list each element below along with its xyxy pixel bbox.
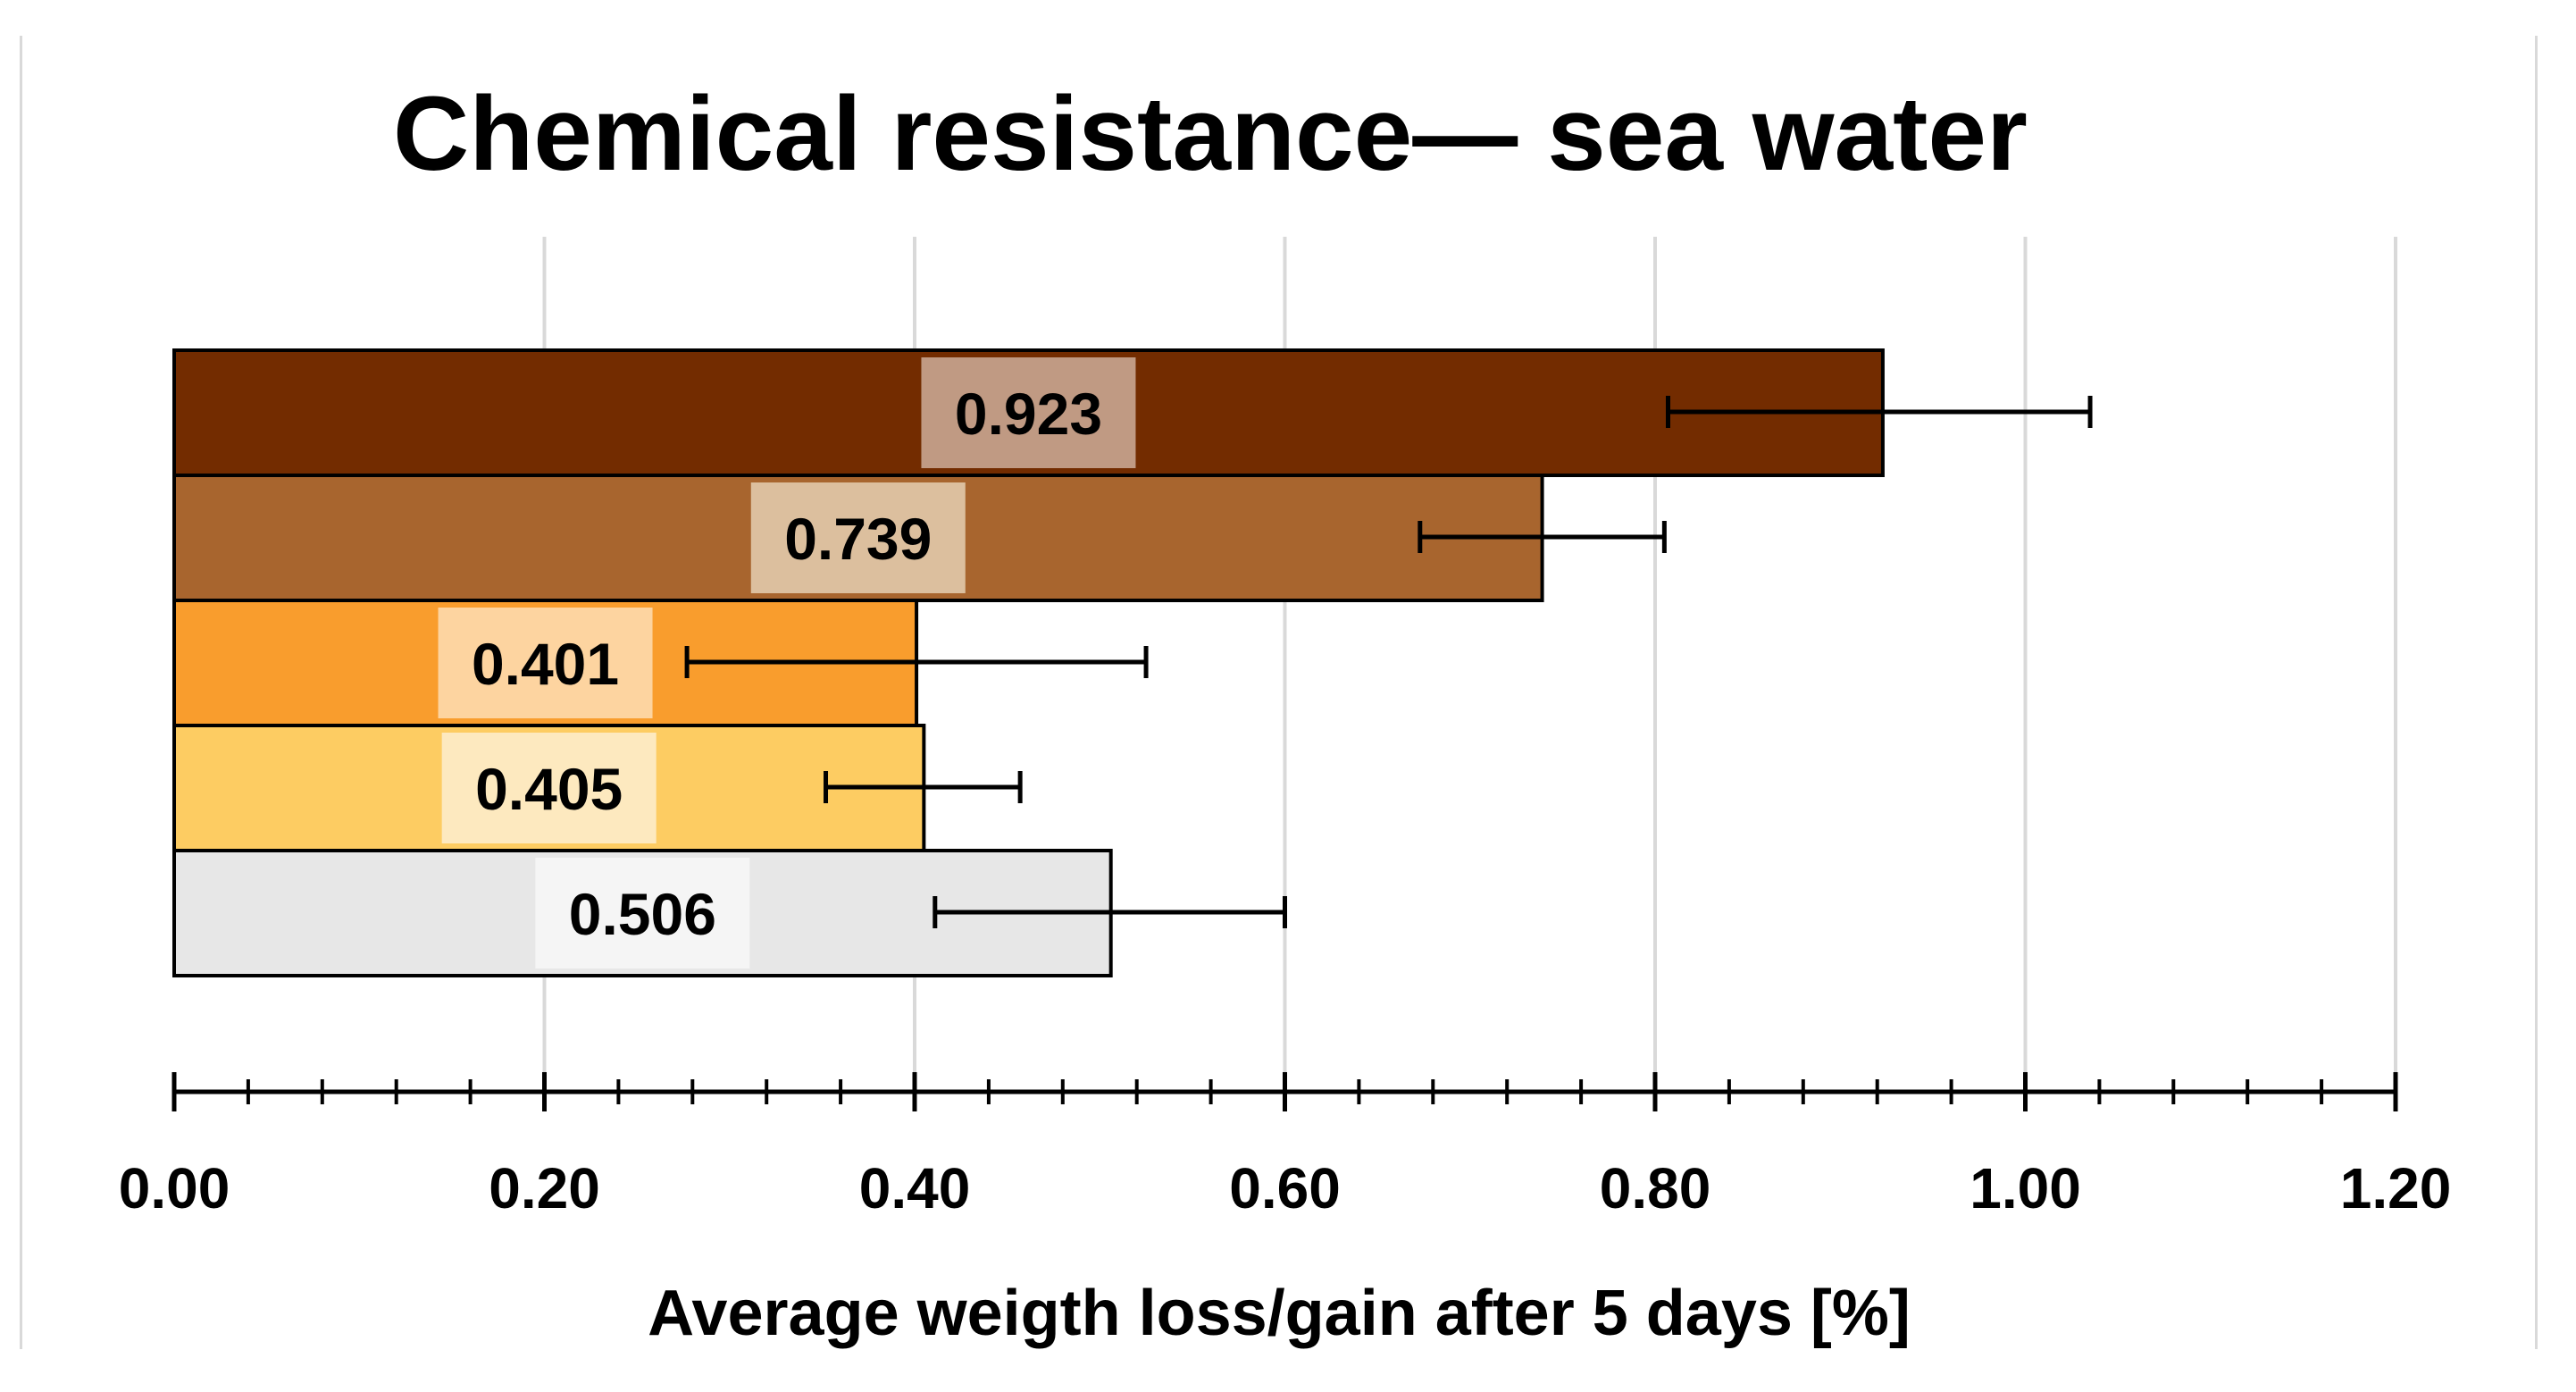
tick-label: 0.40 bbox=[859, 1156, 971, 1220]
data-label-background bbox=[750, 482, 966, 593]
data-label: 0.506 bbox=[569, 881, 716, 947]
tick-label: 0.00 bbox=[119, 1156, 230, 1220]
bar-group: 0.401 bbox=[172, 599, 1149, 727]
x-axis: 0.00 0.20 0.40 0.60 0.80 1.00 1.20 bbox=[119, 1072, 2452, 1220]
tick-label: 0.80 bbox=[1600, 1156, 1711, 1220]
data-label: 0.401 bbox=[472, 631, 619, 697]
bar-group: 0.405 bbox=[172, 724, 1023, 852]
data-label: 0.405 bbox=[475, 756, 623, 822]
x-axis-label: Average weigth loss/gain after 5 days [%… bbox=[648, 1278, 1911, 1349]
bar-group: 0.923 bbox=[172, 348, 2093, 477]
data-label-background bbox=[921, 357, 1136, 468]
data-label-background bbox=[535, 858, 750, 969]
right-frame-line bbox=[2535, 36, 2538, 1349]
bars: 0.923 0.739 0.401 0.405 0.506 bbox=[172, 348, 2093, 977]
chart-title: Chemical resistance— sea water bbox=[393, 75, 2028, 193]
bar-group: 0.739 bbox=[172, 474, 1667, 602]
tick-label: 1.00 bbox=[1970, 1156, 2081, 1220]
data-label: 0.923 bbox=[955, 381, 1102, 447]
tick-label: 0.20 bbox=[489, 1156, 600, 1220]
bar-group: 0.506 bbox=[172, 849, 1287, 977]
left-frame-line bbox=[20, 36, 22, 1349]
data-label-background bbox=[441, 733, 657, 843]
tick-label: 0.60 bbox=[1229, 1156, 1341, 1220]
data-label-background bbox=[438, 608, 653, 718]
tick-label: 1.20 bbox=[2340, 1156, 2452, 1220]
data-label: 0.739 bbox=[784, 506, 932, 572]
